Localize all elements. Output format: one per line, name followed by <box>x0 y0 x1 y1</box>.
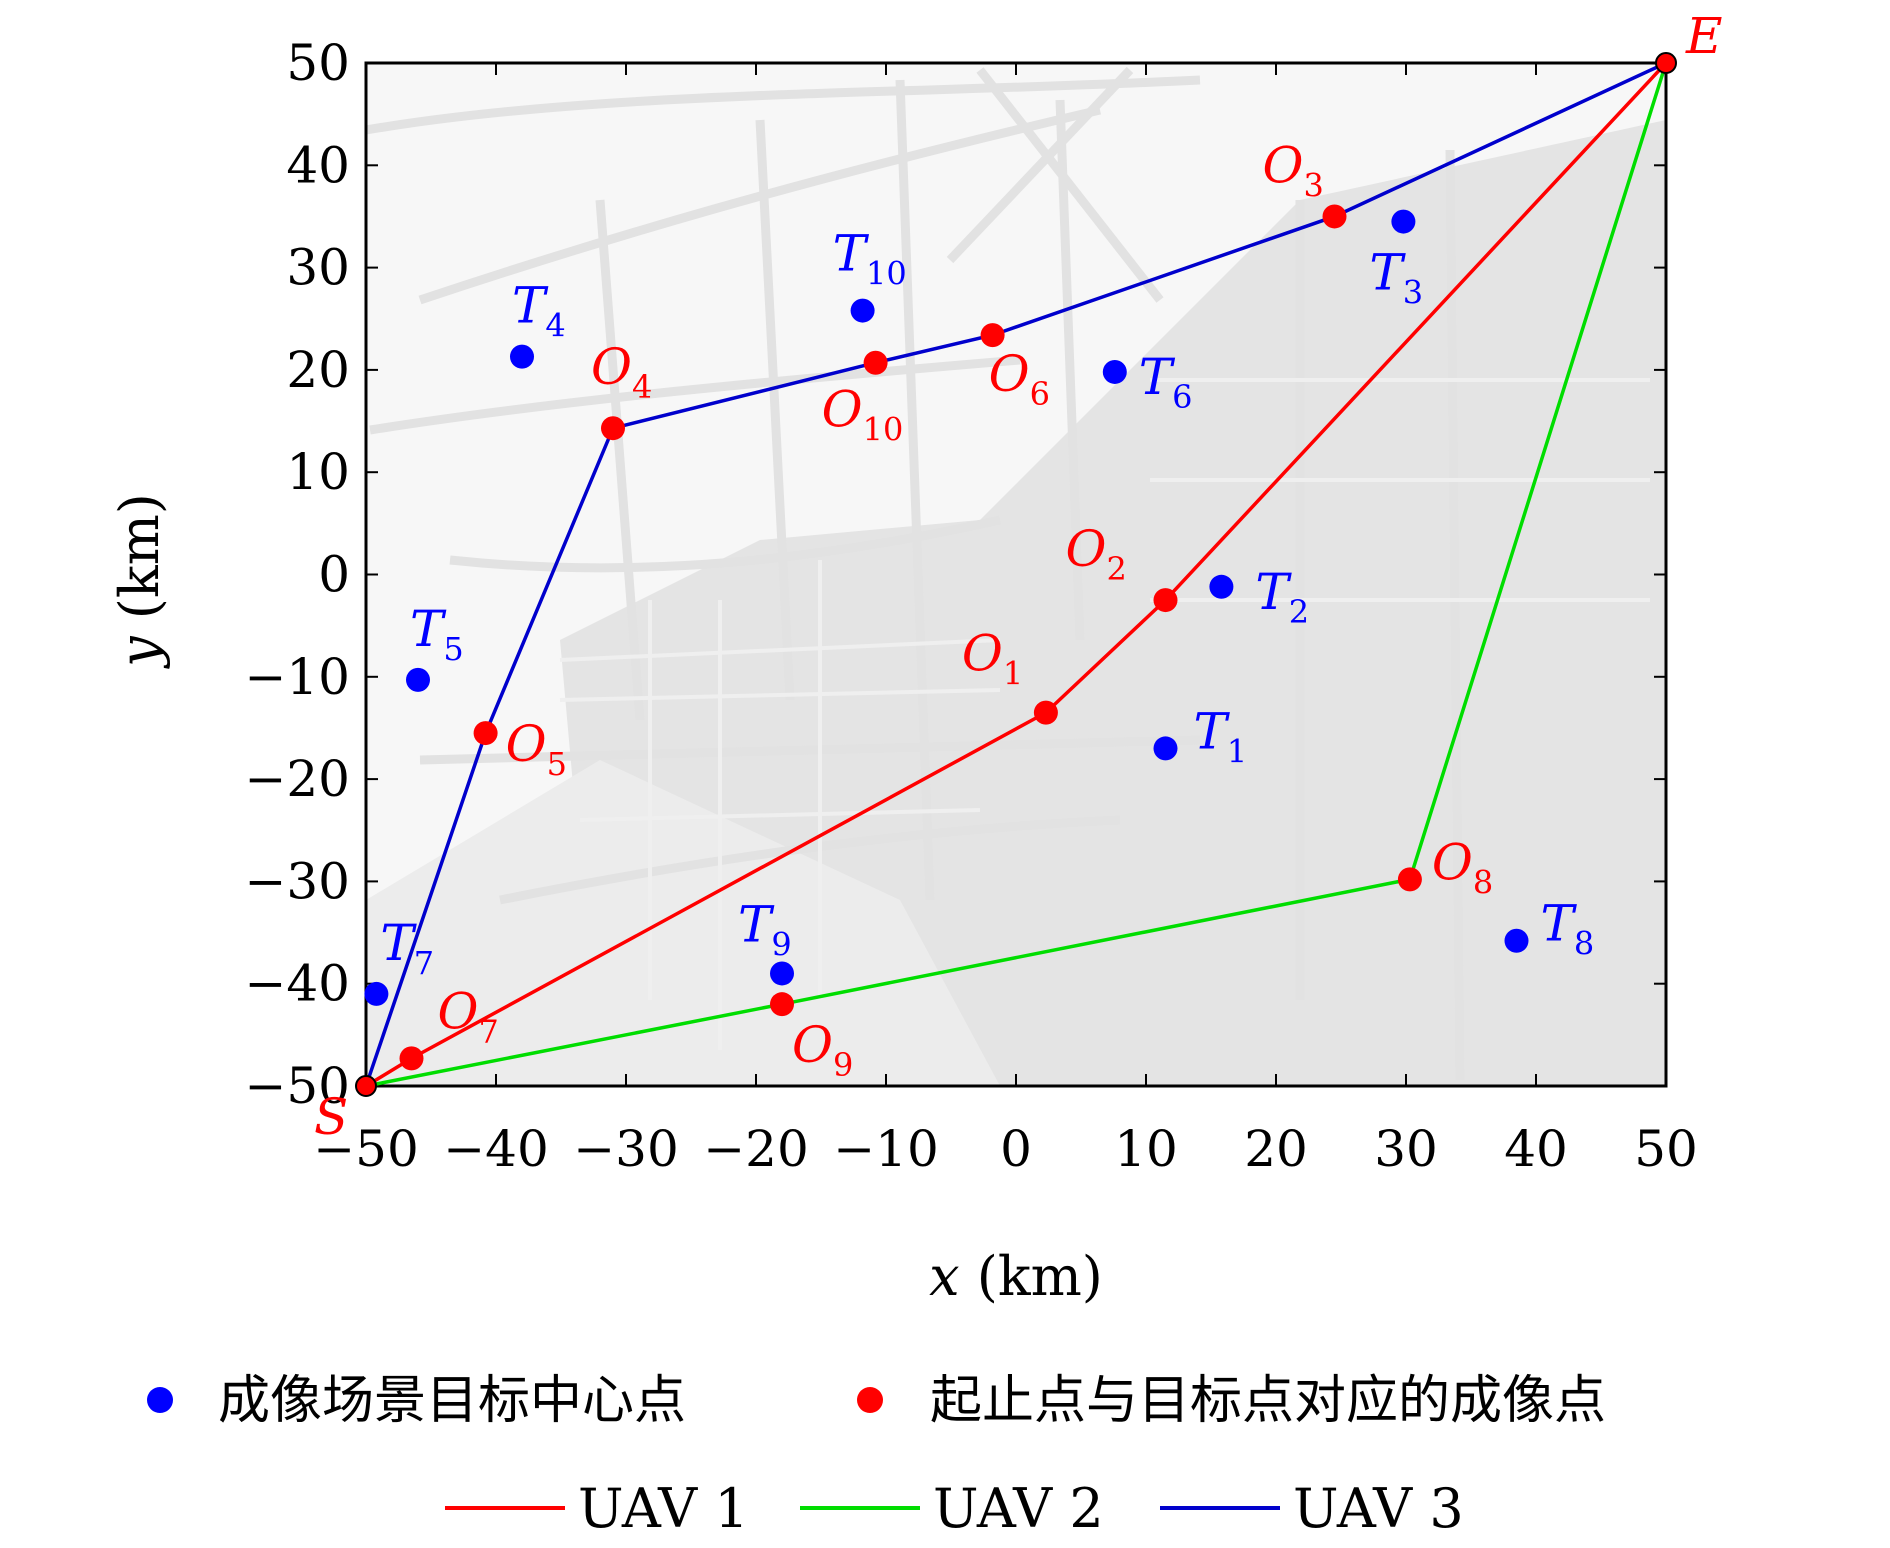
y-tick-label: 50 <box>286 34 350 92</box>
y-axis-label: y (km) <box>108 493 171 669</box>
imaging-marker-7 <box>399 1046 424 1071</box>
end-label: E <box>1685 7 1723 65</box>
x-tick-label: −30 <box>573 1120 679 1178</box>
x-tick-label: 10 <box>1114 1120 1178 1178</box>
y-tick-label: 40 <box>286 136 350 194</box>
target-label-8: T8 <box>1541 895 1595 963</box>
endpoints: SE <box>314 7 1723 1146</box>
target-label-6: T6 <box>1139 348 1193 416</box>
imaging-label-10: O10 <box>822 381 904 449</box>
legend-target-marker <box>147 1387 173 1413</box>
legend-uav1-label: UAV 1 <box>578 1477 749 1540</box>
target-label-2: T2 <box>1255 563 1309 631</box>
x-tick-label: 40 <box>1504 1120 1568 1178</box>
end-marker <box>1655 52 1677 74</box>
start-label: S <box>314 1088 348 1146</box>
start-marker <box>355 1075 377 1097</box>
x-tick-label: 50 <box>1634 1120 1698 1178</box>
imaging-label-9: O9 <box>792 1016 853 1084</box>
target-label-5: T5 <box>410 600 464 668</box>
x-tick-label: −10 <box>833 1120 939 1178</box>
target-label-7: T7 <box>380 914 434 982</box>
imaging-label-5: O5 <box>506 715 567 783</box>
target-marker-9 <box>770 961 794 986</box>
imaging-points: O1 O2 O3 O4 O5 O6 O7 O8 O9 O10 <box>399 136 1493 1084</box>
target-label-3: T3 <box>1369 244 1423 312</box>
x-tick-label: 0 <box>1000 1120 1032 1178</box>
x-tick-label: 30 <box>1374 1120 1438 1178</box>
target-marker-2 <box>1209 574 1234 599</box>
y-tick-label: −20 <box>244 750 350 808</box>
imaging-label-2: O2 <box>1066 520 1127 588</box>
x-tick-label: −20 <box>703 1120 809 1178</box>
legend-imaging-marker <box>857 1387 883 1413</box>
map-background <box>366 63 1666 1086</box>
imaging-label-4: O4 <box>591 338 652 406</box>
imaging-label-6: O6 <box>989 345 1050 413</box>
y-tick-label: 0 <box>318 546 350 604</box>
legend-uav3-label: UAV 3 <box>1293 1477 1464 1540</box>
imaging-marker-6 <box>980 323 1005 348</box>
target-label-4: T4 <box>512 277 566 345</box>
x-tick-label: 20 <box>1244 1120 1308 1178</box>
imaging-marker-10 <box>863 350 888 375</box>
imaging-marker-3 <box>1322 204 1347 229</box>
target-marker-7 <box>364 981 389 1006</box>
target-label-10: T10 <box>833 225 907 293</box>
path-uav-2 <box>365 62 1668 1088</box>
y-tick-label: −30 <box>244 852 350 910</box>
imaging-marker-8 <box>1397 867 1422 892</box>
y-axis-ticks: −50 −40 −30 −20 −10 0 10 20 30 40 50 <box>244 34 1666 1115</box>
imaging-label-7: O7 <box>438 982 499 1050</box>
imaging-marker-9 <box>770 992 794 1017</box>
target-marker-4 <box>510 344 534 369</box>
target-marker-8 <box>1504 928 1529 953</box>
target-marker-6 <box>1102 359 1127 384</box>
imaging-marker-5 <box>473 721 498 746</box>
target-marker-3 <box>1391 209 1416 234</box>
target-label-1: T1 <box>1194 702 1248 770</box>
x-axis-label: x (km) <box>929 1245 1103 1308</box>
y-tick-label: −50 <box>244 1057 350 1115</box>
imaging-marker-4 <box>601 416 625 441</box>
target-marker-1 <box>1153 736 1178 761</box>
imaging-label-3: O3 <box>1263 136 1324 204</box>
target-marker-10 <box>850 298 875 323</box>
imaging-label-1: O1 <box>962 625 1023 693</box>
y-tick-label: −40 <box>244 955 350 1013</box>
imaging-label-8: O8 <box>1432 833 1493 901</box>
target-points: T1 T2 T3 T4 T5 T6 T7 T8 T9 T10 <box>364 209 1595 1006</box>
x-axis-ticks: −50 −40 −30 −20 −10 0 10 20 30 40 50 <box>313 63 1698 1178</box>
target-label-9: T9 <box>738 895 792 963</box>
x-tick-label: −50 <box>313 1120 419 1178</box>
legend-imaging-label: 起止点与目标点对应的成像点 <box>930 1371 1606 1431</box>
imaging-marker-2 <box>1153 588 1178 613</box>
y-tick-label: −10 <box>244 648 350 706</box>
legend: 成像场景目标中心点 起止点与目标点对应的成像点 UAV 1 UAV 2 UAV … <box>147 1371 1606 1540</box>
y-tick-label: 20 <box>286 341 350 399</box>
legend-target-label: 成像场景目标中心点 <box>218 1371 686 1431</box>
target-marker-5 <box>406 667 430 692</box>
y-tick-label: 10 <box>286 443 350 501</box>
x-tick-label: −40 <box>443 1120 549 1178</box>
imaging-marker-1 <box>1033 700 1058 725</box>
legend-uav2-label: UAV 2 <box>933 1477 1104 1540</box>
y-tick-label: 30 <box>286 239 350 297</box>
